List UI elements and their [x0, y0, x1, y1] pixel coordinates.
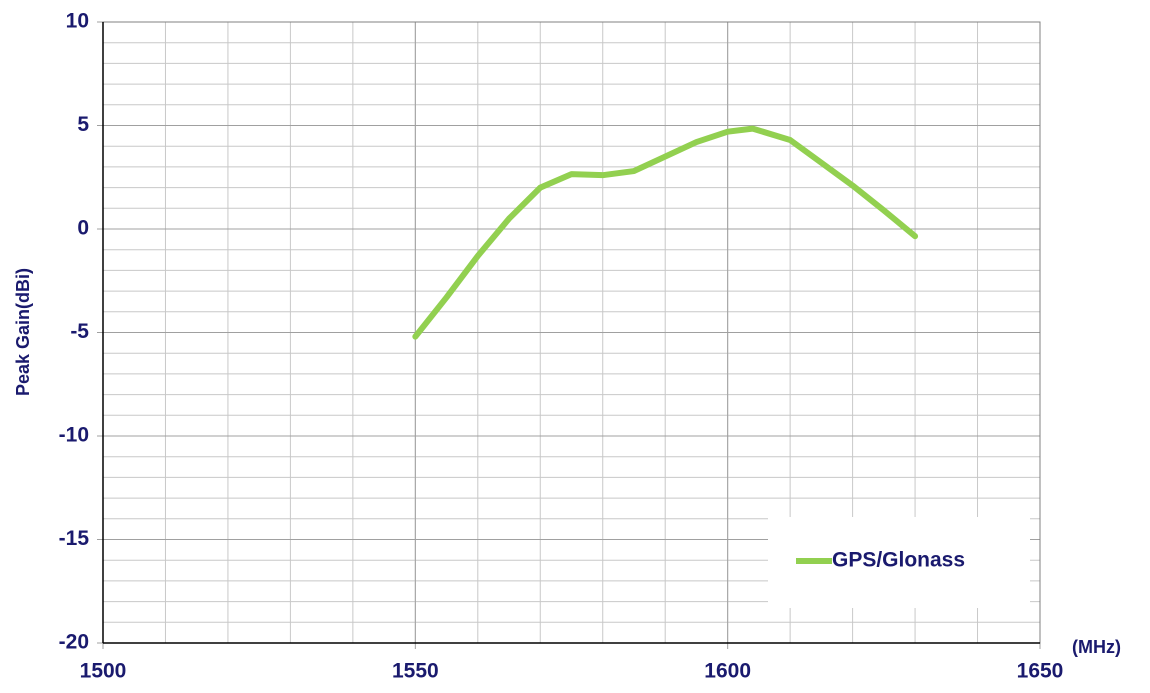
x-tick-label: 1550 — [392, 660, 439, 683]
x-tick-label: 1600 — [704, 660, 751, 683]
data-line — [412, 125, 919, 340]
x-tick-label: 1650 — [1017, 660, 1064, 683]
y-tick-label: -5 — [70, 320, 89, 343]
y-tick-label: -10 — [59, 424, 89, 447]
y-tick-label: 10 — [66, 10, 89, 33]
x-tick-label: 1500 — [80, 660, 127, 683]
y-axis-label: Peak Gain(dBi) — [13, 268, 33, 396]
y-tick-label: 5 — [77, 113, 89, 136]
y-tick-label: 0 — [77, 217, 89, 240]
x-axis-unit: (MHz) — [1072, 637, 1121, 657]
y-tick-label: -15 — [59, 527, 90, 550]
legend-label: GPS/Glonass — [832, 549, 965, 572]
y-tick-label: -20 — [59, 631, 89, 654]
